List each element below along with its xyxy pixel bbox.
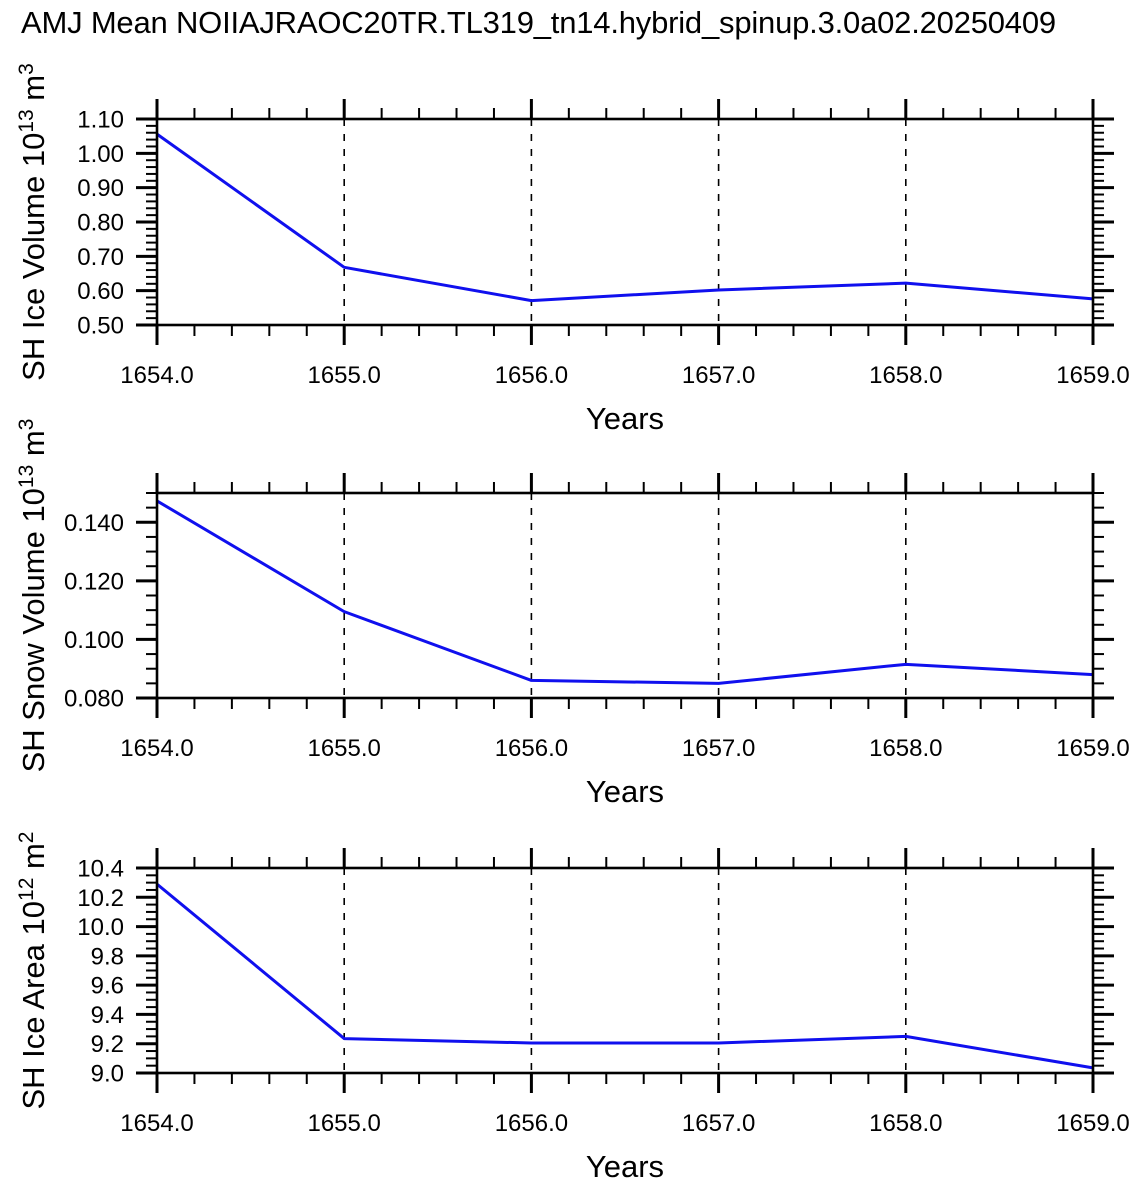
y-tick-label: 10.0 [77, 914, 124, 941]
x-tick-label: 1659.0 [1056, 1110, 1129, 1137]
y-axis-title: SH Ice Area 1012 m2 [15, 832, 51, 1110]
x-tick-label: 1659.0 [1056, 735, 1129, 762]
series-line [156, 499, 1094, 685]
series-line [156, 882, 1094, 1070]
gridlines [343, 493, 907, 698]
x-tick-labels: 1654.0 1655.0 1656.0 1657.0 1658.0 1659.0 [120, 1110, 1129, 1137]
y-axis-title: SH Ice Volume 1013 m3 [15, 63, 51, 381]
axis-ticks [136, 473, 1114, 718]
x-tick-label: 1655.0 [307, 362, 380, 389]
y-tick-label: 9.2 [91, 1031, 124, 1058]
y-axis-title: SH Snow Volume 1013 m3 [15, 419, 51, 773]
x-tick-label: 1658.0 [869, 735, 942, 762]
x-tick-label: 1656.0 [495, 1110, 568, 1137]
x-tick-label: 1656.0 [495, 362, 568, 389]
x-tick-label: 1655.0 [307, 1110, 380, 1137]
y-tick-label: 0.70 [77, 244, 124, 271]
y-tick-label: 1.10 [77, 107, 124, 134]
chart-sh-ice-volume: 0.50 0.60 0.70 0.80 0.90 1.00 1.10 1654.0 1655.0… [15, 63, 1130, 436]
y-tick-label: 0.80 [77, 210, 124, 237]
y-tick-label: 9.0 [91, 1061, 124, 1088]
axis-ticks [136, 848, 1114, 1093]
y-tick-label: 0.120 [64, 568, 124, 595]
x-tick-label: 1658.0 [869, 362, 942, 389]
y-tick-label: 10.2 [77, 885, 124, 912]
x-tick-label: 1657.0 [682, 1110, 755, 1137]
x-tick-label: 1654.0 [120, 362, 193, 389]
y-tick-label: 9.8 [91, 943, 124, 970]
y-tick-label: 0.90 [77, 175, 124, 202]
y-tick-label: 0.50 [77, 313, 124, 340]
series-line [156, 132, 1094, 303]
x-tick-label: 1656.0 [495, 735, 568, 762]
y-tick-labels: 0.080 0.100 0.120 0.140 [64, 510, 124, 713]
y-tick-label: 0.60 [77, 278, 124, 305]
x-tick-label: 1654.0 [120, 1110, 193, 1137]
y-tick-label: 1.00 [77, 141, 124, 168]
y-tick-labels: 9.0 9.29.49.6 9.810.010.210.4 [77, 856, 124, 1088]
x-tick-labels: 1654.0 1655.0 1656.0 1657.0 1658.0 1659.0 [120, 735, 1129, 762]
y-tick-label: 9.4 [91, 1002, 124, 1029]
x-tick-label: 1657.0 [682, 362, 755, 389]
axis-ticks [136, 99, 1114, 345]
x-axis-title: Years [586, 401, 664, 436]
x-tick-label: 1659.0 [1056, 362, 1129, 389]
x-axis-title: Years [586, 774, 664, 809]
figure-title: AMJ Mean NOIIAJRAOC20TR.TL319_tn14.hybri… [21, 5, 1056, 40]
x-tick-label: 1655.0 [307, 735, 380, 762]
y-tick-label: 10.4 [77, 856, 124, 883]
y-tick-label: 0.100 [64, 627, 124, 654]
x-axis-title: Years [586, 1149, 664, 1184]
x-tick-label: 1658.0 [869, 1110, 942, 1137]
y-tick-label: 0.080 [64, 686, 124, 713]
y-tick-label: 0.140 [64, 510, 124, 537]
x-tick-label: 1657.0 [682, 735, 755, 762]
x-tick-label: 1654.0 [120, 735, 193, 762]
y-tick-labels: 0.50 0.60 0.70 0.80 0.90 1.00 1.10 [77, 107, 124, 340]
x-tick-labels: 1654.0 1655.0 1656.0 1657.0 1658.0 1659.0 [120, 362, 1129, 389]
y-tick-label: 9.6 [91, 973, 124, 1000]
